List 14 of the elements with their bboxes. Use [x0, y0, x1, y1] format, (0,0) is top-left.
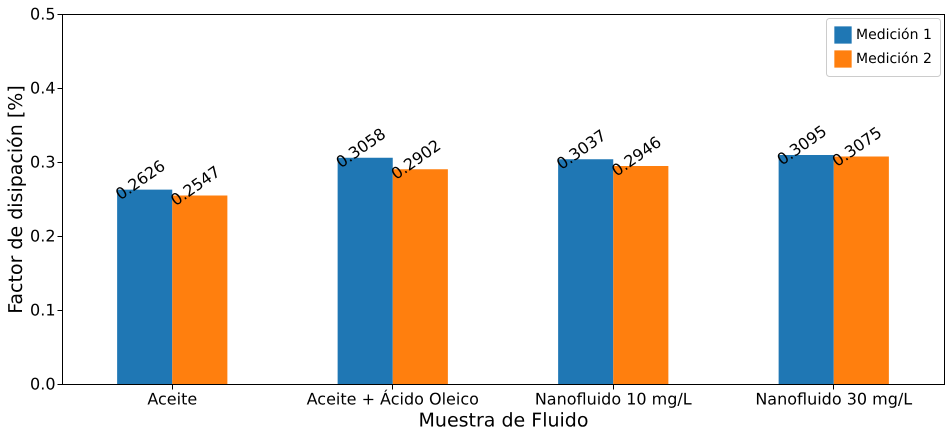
- y-tick-label: 0.2: [30, 226, 56, 246]
- y-tick-label: 0.0: [30, 374, 56, 394]
- y-tick-label: 0.3: [30, 152, 56, 172]
- y-tick-label: 0.1: [30, 300, 56, 320]
- x-tick-label: Nanofluido 10 mg/L: [534, 390, 692, 408]
- y-tick-label: 0.5: [30, 4, 56, 24]
- x-tick-label: Nanofluido 30 mg/L: [755, 390, 912, 408]
- y-axis-title: Factor de disipación [%]: [5, 85, 28, 314]
- x-axis-title: Muestra de Fluido: [418, 410, 588, 432]
- legend-label: Medición 2: [856, 51, 932, 67]
- x-tick-label: Aceite: [147, 390, 198, 408]
- x-tick-label: Aceite + Ácido Oleico: [306, 390, 479, 408]
- y-tick-label: 0.4: [30, 78, 56, 98]
- legend-label: Medición 1: [856, 27, 932, 43]
